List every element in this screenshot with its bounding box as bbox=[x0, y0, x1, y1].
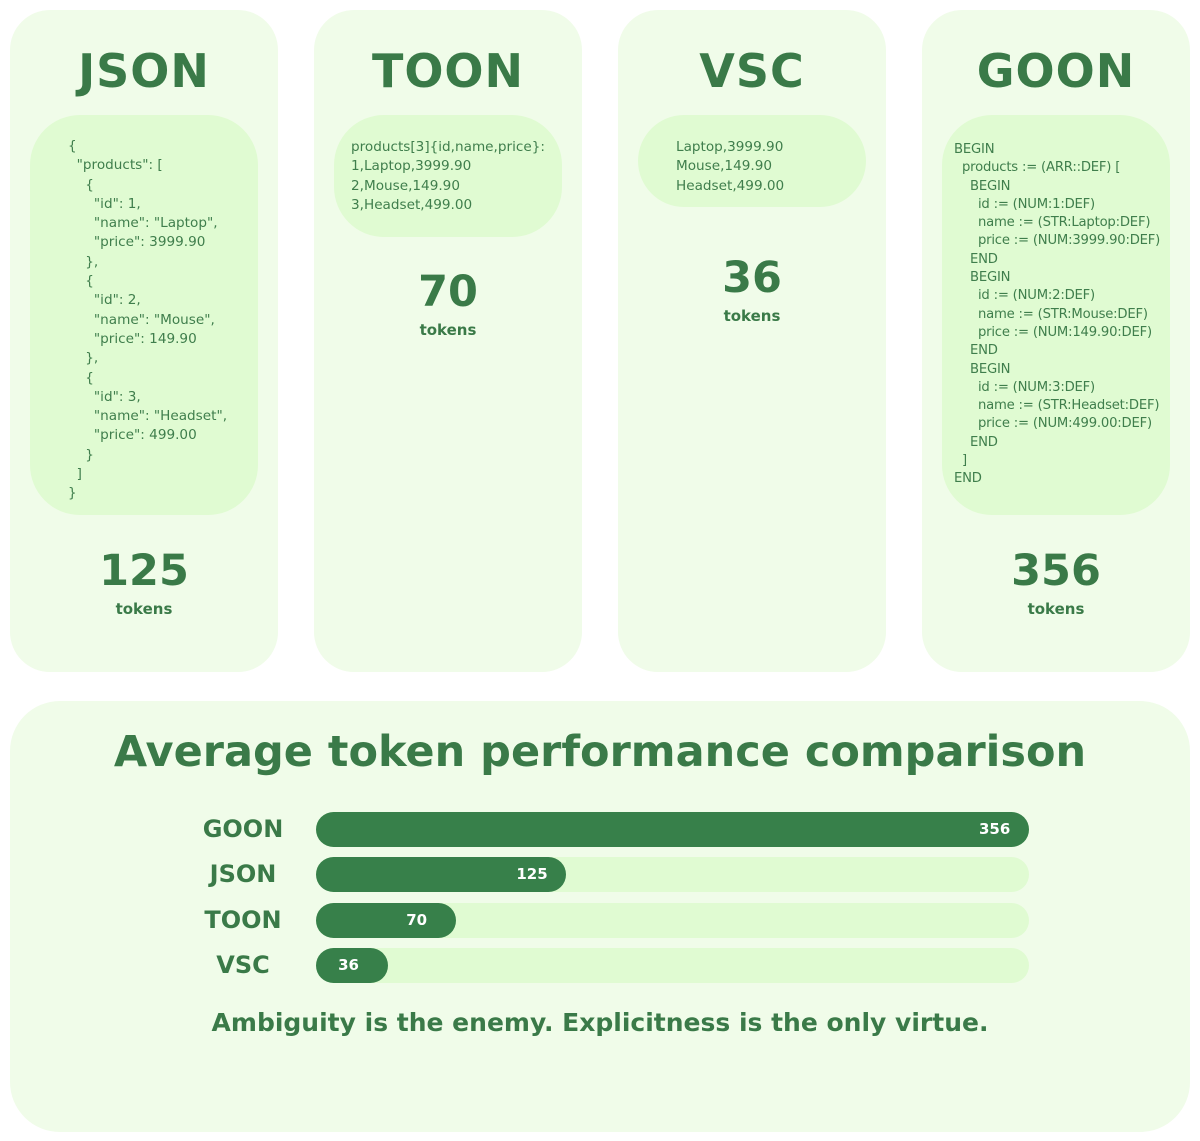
goon-code-block: BEGIN products := (ARR::DEF) [ BEGIN id … bbox=[942, 115, 1170, 515]
card-title: VSC bbox=[699, 44, 805, 98]
token-count: 356 bbox=[1011, 546, 1101, 596]
card-title: JSON bbox=[78, 44, 210, 98]
token-count: 125 bbox=[99, 546, 189, 596]
bar-vsc bbox=[316, 948, 389, 983]
token-unit: tokens bbox=[115, 600, 173, 618]
json-card: JSON { "products": [ { "id": 1, "name": … bbox=[10, 10, 278, 672]
goon-card: GOON BEGIN products := (ARR::DEF) [ BEGI… bbox=[922, 10, 1190, 672]
token-unit: tokens bbox=[419, 321, 477, 339]
card-title: GOON bbox=[976, 44, 1136, 98]
bar-json bbox=[316, 857, 567, 892]
bar-value-label: 70 bbox=[406, 911, 428, 929]
vsc-code-block: Laptop,3999.90 Mouse,149.90 Headset,499.… bbox=[638, 115, 866, 207]
bar-value-label: 125 bbox=[516, 865, 548, 883]
bar-value-label: 36 bbox=[338, 956, 359, 974]
token-count: 36 bbox=[722, 253, 782, 303]
token-unit: tokens bbox=[1027, 600, 1085, 618]
bar-label-vsc: VSC bbox=[216, 951, 270, 979]
bar-label-json: JSON bbox=[209, 860, 277, 888]
bar-toon bbox=[316, 903, 457, 938]
bar-label-toon: TOON bbox=[204, 906, 282, 934]
token-count: 70 bbox=[418, 267, 478, 317]
vsc-card: VSC Laptop,3999.90 Mouse,149.90 Headset,… bbox=[618, 10, 886, 672]
toon-code-block: products[3]{id,name,price}: 1,Laptop,399… bbox=[334, 115, 562, 237]
token-unit: tokens bbox=[723, 307, 781, 325]
bar-track bbox=[316, 948, 1029, 983]
json-code-block: { "products": [ { "id": 1, "name": "Lapt… bbox=[30, 115, 258, 515]
tagline: Ambiguity is the enemy. Explicitness is … bbox=[211, 1008, 989, 1037]
chart-title: Average token performance comparison bbox=[113, 727, 1087, 777]
toon-card: TOON products[3]{id,name,price}: 1,Lapto… bbox=[314, 10, 582, 672]
card-title: TOON bbox=[371, 44, 525, 98]
bar-label-goon: GOON bbox=[202, 815, 284, 843]
bar-value-label: 356 bbox=[979, 820, 1011, 838]
bar-goon bbox=[316, 812, 1029, 847]
